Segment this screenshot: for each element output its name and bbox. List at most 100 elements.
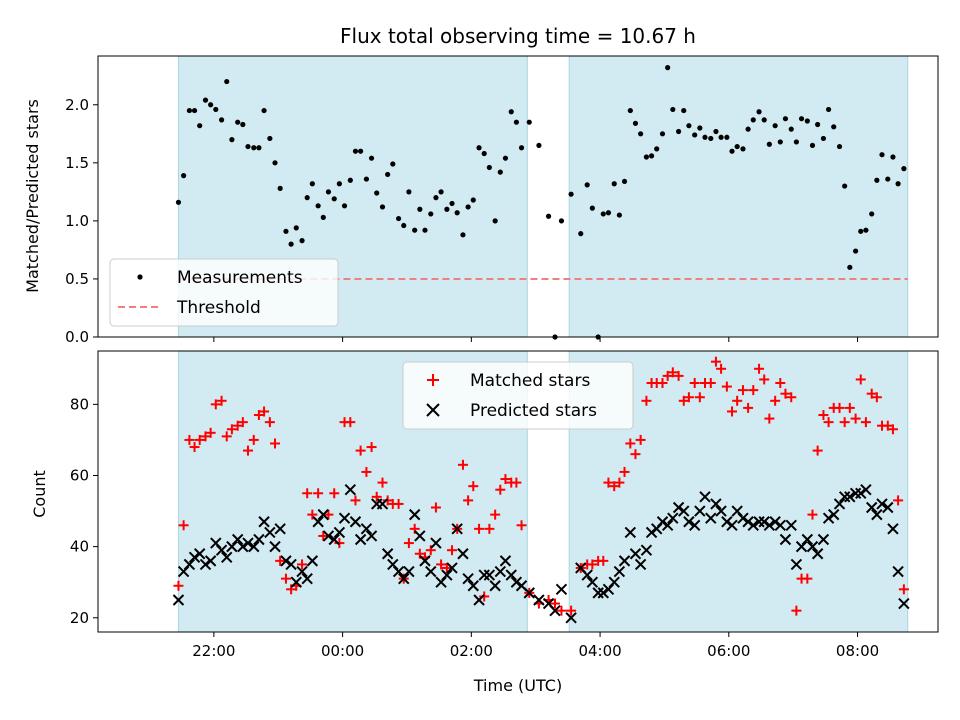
measurement-point: [804, 118, 810, 124]
x-tick-label: 02:00: [450, 642, 493, 660]
measurement-point: [497, 169, 503, 175]
measurement-point: [331, 196, 337, 202]
measurement-point: [390, 161, 396, 167]
predicted-star-point: [494, 565, 507, 578]
predicted-star-point: [608, 576, 620, 588]
x-tick-label: 08:00: [836, 642, 879, 660]
measurement-point: [213, 106, 219, 113]
predicted-star-point: [715, 505, 727, 517]
measurement-point: [341, 203, 348, 209]
predicted-star-point: [199, 558, 212, 571]
matched-star-point: [737, 385, 748, 396]
predicted-star-point: [629, 548, 642, 560]
predicted-star-point: [489, 580, 501, 592]
measurement-point: [756, 109, 762, 115]
matched-star-point: [403, 538, 414, 549]
matched-star-point: [748, 385, 759, 396]
predicted-star-point: [613, 565, 626, 578]
measurement-point: [632, 120, 639, 126]
predicted-star-point: [533, 594, 545, 606]
measurement-point: [444, 206, 450, 212]
measurement-point: [481, 150, 487, 157]
measurement-point: [621, 178, 628, 185]
measurement-point: [724, 134, 730, 140]
matched-star-point: [678, 395, 689, 406]
predicted-star-point: [478, 569, 490, 581]
measurement-point: [251, 145, 257, 151]
predicted-star-point: [592, 587, 604, 599]
matched-star-point: [871, 392, 882, 403]
matched-star-point: [802, 573, 813, 584]
measurement-point: [224, 78, 230, 85]
matched-star-point: [393, 498, 404, 509]
measurement-point: [648, 153, 655, 159]
predicted-star-point: [849, 487, 862, 499]
predicted-star-point: [499, 555, 512, 567]
predicted-star-point: [467, 580, 479, 592]
predicted-star-point: [747, 519, 759, 531]
predicted-star-point: [769, 516, 781, 528]
predicted-star-point: [667, 512, 679, 524]
predicted-star-point: [398, 572, 410, 585]
measurement-point: [558, 218, 565, 224]
measurement-point: [293, 225, 299, 231]
predicted-stars-points: [172, 484, 910, 624]
matched-star-point: [866, 388, 877, 399]
matched-star-point: [318, 530, 329, 541]
x-tick-label: 22:00: [192, 642, 235, 660]
matched-star-point: [780, 388, 791, 399]
predicted-star-point: [801, 533, 814, 546]
matched-star-point: [641, 395, 652, 406]
matched-star-point: [893, 495, 904, 506]
predicted-star-point: [215, 544, 228, 556]
matched-star-point: [302, 488, 313, 499]
measurement-point: [890, 154, 896, 160]
measurement-point: [363, 176, 370, 182]
measurement-point: [836, 143, 843, 150]
measurement-point: [681, 107, 687, 114]
measurement-point: [454, 210, 460, 216]
measurement-point: [831, 124, 837, 130]
predicted-star-point: [710, 498, 722, 510]
matched-star-point: [242, 445, 253, 456]
bottom-y-tick-label: 60: [70, 466, 89, 484]
measurement-point: [267, 135, 273, 142]
matched-star-point: [468, 481, 479, 492]
top-y-tick-label: 1.0: [65, 212, 89, 230]
predicted-star-point: [871, 508, 883, 521]
predicted-star-point: [887, 523, 899, 535]
predicted-star-point: [737, 512, 749, 524]
measurement-point: [809, 142, 816, 149]
predicted-star-point: [523, 587, 535, 599]
measurement-point: [401, 222, 407, 229]
predicted-star-point: [328, 533, 340, 546]
bottom-legend: Matched stars Predicted stars: [402, 361, 634, 430]
measurement-point: [186, 107, 193, 114]
predicted-star-point: [483, 569, 496, 581]
measurement-point: [847, 264, 853, 270]
measurement-point: [508, 109, 514, 115]
predicted-star-point: [451, 523, 463, 535]
measurement-point: [476, 145, 482, 151]
matched-star-point: [253, 410, 264, 421]
legend-measurement-marker: [137, 274, 143, 280]
predicted-star-point: [441, 569, 453, 581]
measurement-point: [879, 152, 885, 158]
predicted-star-point: [403, 565, 415, 578]
predicted-star-point: [822, 512, 835, 524]
predicted-star-point: [683, 516, 695, 528]
matched-star-point: [490, 509, 501, 520]
measurement-point: [536, 142, 542, 149]
matched-star-point: [689, 378, 700, 389]
predicted-star-point: [882, 501, 894, 514]
matched-star-point: [447, 545, 458, 556]
measurement-point: [320, 214, 326, 221]
predicted-star-point: [758, 516, 770, 528]
measurement-point: [197, 123, 203, 129]
measurement-point: [283, 228, 289, 234]
predicted-star-point: [597, 587, 609, 599]
predicted-star-point: [505, 569, 517, 581]
matched-star-point: [173, 580, 184, 591]
x-tick-label: 00:00: [321, 642, 364, 660]
